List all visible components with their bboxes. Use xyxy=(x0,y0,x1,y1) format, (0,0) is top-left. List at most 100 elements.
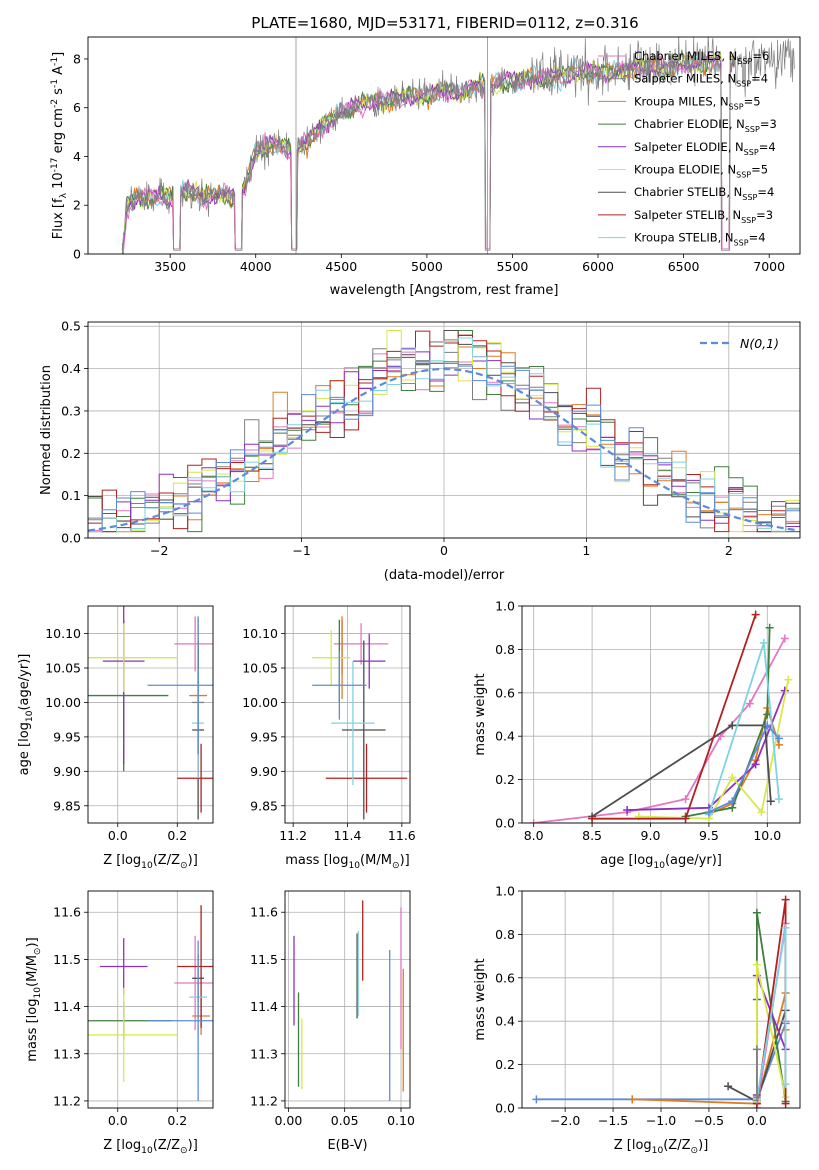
label-text: (data-model)/error xyxy=(384,568,505,583)
label-text: Kroupa MILES, N xyxy=(634,94,729,108)
x-tick-label: 1 xyxy=(582,543,590,558)
axes-frame xyxy=(521,605,801,824)
label-text: Chabrier ELODIE, N xyxy=(634,117,745,131)
label-text: Chabrier MILES, N xyxy=(634,49,737,63)
weight-marker xyxy=(623,805,632,814)
weight-marker xyxy=(757,808,766,817)
weight-marker xyxy=(781,923,790,932)
y-tick-label: 0.2 xyxy=(61,446,81,461)
weight-marker xyxy=(781,895,790,904)
y-axis-label: mass weight xyxy=(473,958,488,1040)
label-script: SSP xyxy=(741,216,756,225)
label-text: (Z/Z xyxy=(153,1138,180,1153)
label-text: Z [log xyxy=(103,853,141,868)
weight-line xyxy=(685,627,771,818)
observed-spectrum-line xyxy=(121,37,795,254)
x-tick-label: 0.0 xyxy=(108,1113,128,1128)
label-text: A xyxy=(51,66,66,79)
residual-histogram-step xyxy=(88,361,800,524)
label-script: 10 xyxy=(33,987,43,999)
weight-marker xyxy=(780,634,789,643)
label-text: (M/M xyxy=(25,955,40,987)
label-text: )] xyxy=(188,1138,198,1153)
x-tick-label: 2 xyxy=(725,543,733,558)
label-text: Z [log xyxy=(103,1138,141,1153)
mass-vs-ebv-panel: 0.00 0.05 0.10 11.2 11.3 11.4 11.5 11.6 E(B-V) xyxy=(250,890,415,1153)
x-axis-label: E(B-V) xyxy=(327,1138,367,1153)
figure-title: PLATE=1680, MJD=53171, FIBERID=0112, z=0… xyxy=(251,14,638,32)
x-tick-label: 9.5 xyxy=(699,828,719,843)
y-tick-label: 0.4 xyxy=(495,1014,515,1029)
spectrum-panel: 3500 4000 4500 5000 5500 6000 6500 7000 0 2 4 6 8 wav… xyxy=(50,36,801,298)
label-script: 10 xyxy=(652,1146,664,1156)
label-text: erg cm xyxy=(51,108,66,157)
label-text: Chabrier STELIB, N xyxy=(634,185,742,199)
weight-marker xyxy=(766,797,775,806)
weight-marker xyxy=(759,638,768,647)
weight-marker xyxy=(781,1099,790,1108)
x-tick-label: 6500 xyxy=(668,259,700,274)
x-tick-label: −2.0 xyxy=(550,1113,580,1128)
x-axis-label: Z [log10​(Z/Z⊙​)] xyxy=(103,853,198,871)
plot-area xyxy=(88,330,800,533)
y-tick-label: 9.85 xyxy=(53,798,81,813)
y-tick-label: 11.3 xyxy=(250,1046,278,1061)
y-tick-label: 11.4 xyxy=(53,999,81,1014)
weight-marker xyxy=(751,760,760,769)
y-axis-label: mass weight xyxy=(473,673,488,755)
label-script: -17 xyxy=(50,157,60,172)
label-text: mass weight xyxy=(473,673,488,755)
label-text: Kroupa ELODIE, N xyxy=(634,163,736,177)
x-tick-label: 10.0 xyxy=(753,828,781,843)
y-axis-label: mass [log10​(M/M⊙​)] xyxy=(25,937,43,1061)
axes-frame xyxy=(87,36,801,255)
label-text: (age/yr)] xyxy=(17,654,32,711)
x-tick-label: 8.0 xyxy=(524,828,544,843)
weight-marker xyxy=(728,797,737,806)
label-text: Salpeter MILES, N xyxy=(634,72,736,86)
plot-area xyxy=(532,895,790,1108)
label-script: 10 xyxy=(25,710,35,722)
weight-marker xyxy=(681,814,690,823)
y-tick-label: 2 xyxy=(73,198,81,213)
weight-marker xyxy=(752,908,761,917)
weight-marker xyxy=(532,1095,541,1104)
label-script: ⊙ xyxy=(180,1146,188,1156)
weight-marker xyxy=(774,795,783,804)
label-text: Z [log xyxy=(614,1138,652,1153)
y-tick-label: 0.4 xyxy=(61,361,81,376)
x-tick-label: 3500 xyxy=(154,259,186,274)
label-text: =3 xyxy=(760,117,777,131)
label-text: =5 xyxy=(751,163,768,177)
label-text: (M/M xyxy=(360,853,392,868)
x-axis-label: age [log10​(age/yr)] xyxy=(600,853,722,871)
x-tick-label: 11.6 xyxy=(388,828,416,843)
x-tick-label: 5000 xyxy=(411,259,443,274)
label-script: SSP xyxy=(736,80,751,89)
label-text: (Z/Z xyxy=(153,853,180,868)
x-tick-label: −1.5 xyxy=(598,1113,628,1128)
legend-label: Chabrier ELODIE, NSSP​=3 xyxy=(634,117,777,134)
y-tick-label: 0.2 xyxy=(495,1057,515,1072)
label-text: )] xyxy=(400,853,410,868)
label-script: -1 xyxy=(50,57,60,66)
label-text: =5 xyxy=(744,94,761,108)
y-tick-label: 11.5 xyxy=(53,952,81,967)
x-tick-label: −1.0 xyxy=(646,1113,676,1128)
weight-vs-age-panel: 8.0 8.5 9.0 9.5 10.0 0.0 0.2 0.4 0.6 0.8 1.0 age [l… xyxy=(473,599,801,871)
label-text: wavelength [Angstrom, rest frame] xyxy=(330,283,559,298)
label-text: ] xyxy=(51,52,66,57)
x-tick-label: 0.2 xyxy=(167,828,187,843)
legend-label: Salpeter ELODIE, NSSP​=4 xyxy=(634,140,776,157)
y-axis-label: Flux [fλ​ 10-17​ erg cm-2​ s-1​ A-1​] xyxy=(50,52,69,239)
axes-frame xyxy=(87,890,214,1109)
y-tick-label: 10.00 xyxy=(242,695,278,710)
y-tick-label: 9.90 xyxy=(250,764,278,779)
label-script: SSP xyxy=(737,57,752,66)
label-script: ⊙ xyxy=(180,861,188,871)
axes-frame xyxy=(284,890,411,1109)
y-tick-label: 1.0 xyxy=(495,884,515,899)
label-script: SSP xyxy=(745,125,760,134)
